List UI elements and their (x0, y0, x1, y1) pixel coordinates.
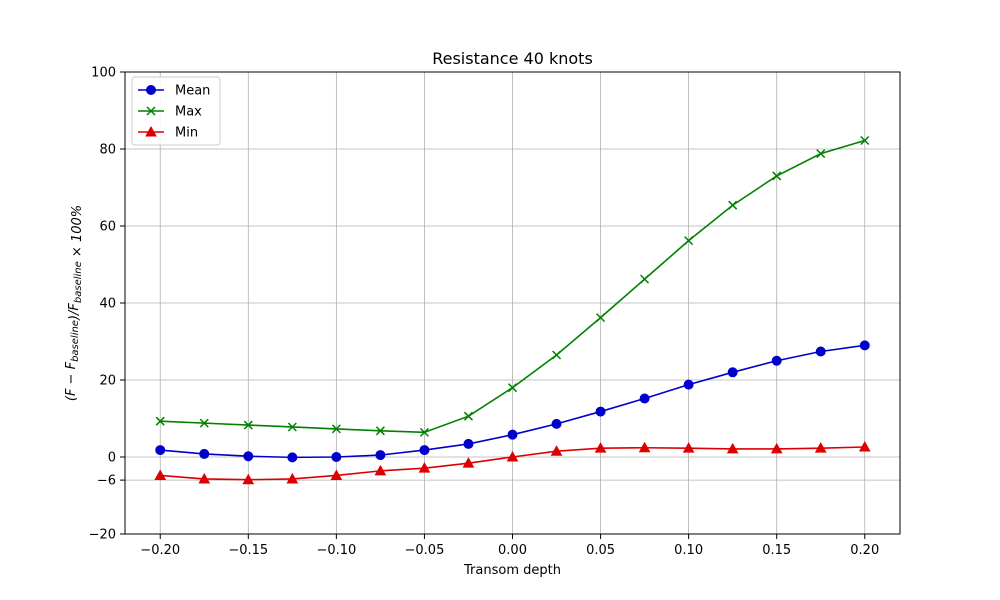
data-point-min (462, 457, 475, 468)
data-point-min (550, 445, 563, 456)
x-axis-label: Transom depth (463, 563, 561, 578)
x-tick-label: 0.20 (850, 543, 879, 558)
series-layer (154, 135, 871, 485)
x-tick-label: 0.00 (498, 543, 527, 558)
data-point-min (594, 442, 607, 453)
data-point-min (198, 472, 211, 484)
axis-ticks: −0.20 −0.15 −0.10 −0.05 0.00 0.05 0.10 0.15 0.20… (89, 66, 880, 559)
data-point-min (858, 440, 871, 452)
x-tick-label: −0.10 (316, 543, 356, 558)
data-point-mean (507, 429, 518, 440)
x-tick-label: −0.15 (228, 543, 268, 558)
data-point-max (684, 236, 694, 246)
data-point-mean (595, 406, 606, 417)
data-point-min (506, 450, 519, 462)
data-point-mean (243, 451, 254, 462)
legend-marker-min (145, 125, 157, 137)
data-point-min (418, 462, 431, 473)
x-tick-label: 0.15 (762, 543, 791, 558)
data-point-min (682, 442, 695, 453)
data-point-min (374, 464, 387, 476)
series-min (154, 440, 871, 485)
y-tick-label: −6 (97, 474, 116, 489)
chart-title: Resistance 40 knots (432, 49, 593, 68)
data-point-mean (727, 367, 738, 378)
y-tick-label: 100 (91, 66, 116, 81)
data-point-mean (331, 452, 342, 462)
data-point-max (860, 135, 870, 146)
y-tick-label: −20 (89, 528, 116, 543)
y-tick-label: 40 (99, 297, 116, 312)
data-point-max (287, 422, 297, 432)
legend-label-max: Max (175, 105, 202, 120)
data-point-min (330, 469, 343, 480)
data-point-mean (287, 452, 298, 463)
legend: Mean Max Min (131, 76, 221, 146)
data-point-min (154, 469, 167, 480)
data-point-min (814, 442, 827, 453)
data-point-max (728, 200, 738, 210)
data-point-mean (551, 418, 562, 429)
legend-item-mean: Mean (138, 84, 210, 99)
data-point-mean (815, 346, 826, 357)
data-point-max (375, 426, 385, 436)
data-point-mean (199, 448, 210, 459)
series-mean (155, 340, 870, 463)
y-tick-label: 80 (99, 143, 116, 158)
legend-marker-mean (146, 85, 156, 95)
data-point-mean (771, 355, 782, 366)
data-point-max (552, 350, 562, 360)
data-point-mean (419, 445, 430, 456)
data-point-min (770, 442, 783, 454)
data-point-max (199, 418, 209, 428)
x-tick-label: −0.20 (140, 543, 180, 558)
data-point-min (286, 472, 299, 484)
data-point-max (816, 149, 826, 159)
legend-label-mean: Mean (175, 84, 210, 99)
data-point-max (596, 313, 606, 323)
data-point-mean (683, 379, 694, 390)
y-tick-label: 60 (99, 220, 116, 235)
data-point-mean (639, 393, 650, 404)
legend-label-min: Min (175, 126, 198, 141)
data-point-max (640, 274, 650, 284)
data-point-mean (155, 445, 166, 456)
y-tick-label: 0 (108, 451, 116, 466)
data-point-mean (859, 340, 870, 351)
data-point-max (243, 420, 253, 430)
data-point-mean (375, 450, 386, 461)
data-point-min (638, 441, 651, 453)
data-point-max (155, 416, 165, 426)
x-tick-label: 0.10 (674, 543, 703, 558)
x-tick-label: 0.05 (586, 543, 615, 558)
x-tick-label: −0.05 (405, 543, 445, 558)
data-point-min (242, 473, 255, 485)
data-point-min (726, 442, 739, 454)
legend-item-min: Min (138, 126, 198, 141)
data-point-mean (463, 438, 474, 449)
data-point-max (507, 383, 518, 393)
legend-marker-max (146, 106, 156, 116)
data-point-max (772, 171, 782, 181)
data-point-max (331, 424, 341, 434)
data-point-max (463, 411, 473, 421)
legend-item-max: Max (138, 105, 202, 120)
y-axis-label: (F − Fbaseline)/Fbaseline × 100% (64, 205, 85, 401)
series-max (155, 135, 870, 437)
y-tick-label: 20 (99, 374, 116, 389)
data-point-max (419, 427, 429, 437)
